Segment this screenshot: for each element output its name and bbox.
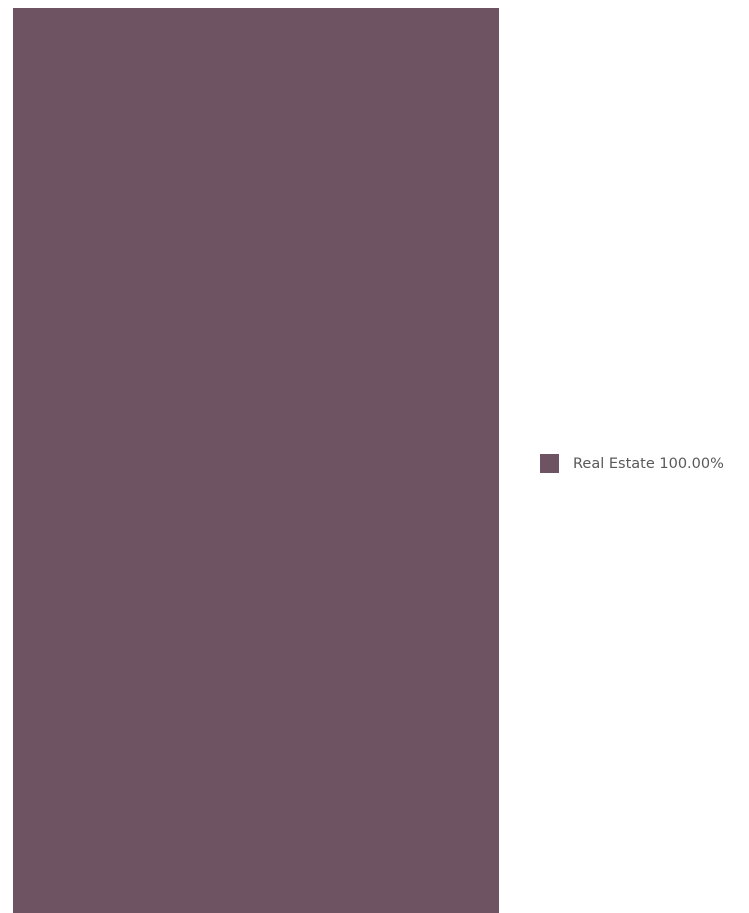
treemap-chart [13, 8, 499, 913]
treemap-svg [13, 8, 499, 913]
legend-swatch-real-estate [540, 454, 559, 473]
legend: Real Estate 100.00% [540, 454, 724, 473]
legend-label-real-estate: Real Estate 100.00% [573, 455, 724, 472]
treemap-block-real-estate [13, 8, 499, 913]
